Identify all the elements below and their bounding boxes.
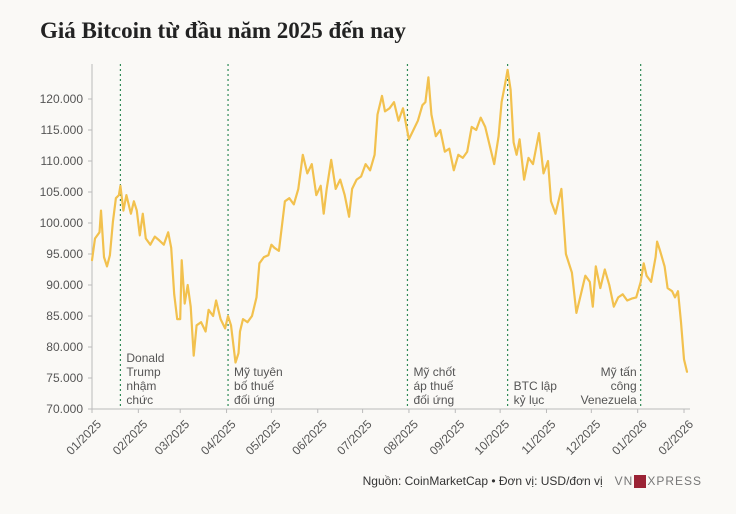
logo-left-text: VN bbox=[614, 474, 634, 488]
event-annotation: BTC lập kỷ lục bbox=[514, 379, 558, 407]
event-annotation: Mỹ tuyên bố thuế đối ứng bbox=[234, 365, 283, 407]
x-tick-label: 10/2025 bbox=[472, 417, 513, 458]
logo-right-text: XPRESS bbox=[647, 474, 702, 488]
x-tick-label: 02/2025 bbox=[110, 417, 151, 458]
x-tick-label: 07/2025 bbox=[334, 417, 375, 458]
y-tick-label: 70.000 bbox=[46, 402, 83, 416]
y-tick-label: 95.000 bbox=[46, 247, 83, 261]
x-tick-label: 01/2026 bbox=[609, 417, 650, 458]
chart-title: Giá Bitcoin từ đầu năm 2025 đến nay bbox=[40, 18, 406, 43]
y-tick-label: 80.000 bbox=[46, 340, 83, 354]
y-tick-label: 105.000 bbox=[40, 185, 84, 199]
logo-e-icon bbox=[634, 474, 647, 488]
event-annotation: Donald Trump nhậm chức bbox=[126, 351, 164, 407]
source-note: Nguồn: CoinMarketCap • Đơn vị: USD/đơn v… bbox=[362, 474, 603, 488]
y-tick-label: 120.000 bbox=[40, 92, 84, 106]
x-tick-label: 08/2025 bbox=[380, 417, 421, 458]
y-tick-label: 115.000 bbox=[41, 123, 84, 137]
event-annotation: Mỹ chốt áp thuế đối ứng bbox=[413, 365, 456, 407]
y-tick-label: 100.000 bbox=[40, 216, 84, 230]
footer: Nguồn: CoinMarketCap • Đơn vị: USD/đơn v… bbox=[363, 474, 702, 488]
x-tick-label: 09/2025 bbox=[427, 417, 468, 458]
y-tick-label: 75.000 bbox=[46, 371, 83, 385]
x-tick-label: 03/2025 bbox=[152, 417, 193, 458]
y-tick-label: 110.000 bbox=[41, 154, 84, 168]
x-tick-label: 06/2025 bbox=[289, 417, 330, 458]
y-tick-label: 90.000 bbox=[46, 278, 83, 292]
x-tick-label: 01/2025 bbox=[63, 417, 104, 458]
x-tick-label: 04/2025 bbox=[198, 417, 239, 458]
price-line bbox=[90, 68, 689, 373]
vnexpress-logo[interactable]: VN XPRESS bbox=[615, 474, 702, 488]
x-tick-label: 05/2025 bbox=[243, 417, 284, 458]
x-tick-label: 11/2025 bbox=[519, 417, 559, 457]
event-annotation: Mỹ tấn công Venezuela bbox=[581, 365, 637, 407]
y-tick-label: 85.000 bbox=[46, 309, 83, 323]
x-tick-label: 02/2026 bbox=[655, 417, 696, 458]
x-tick-label: 12/2025 bbox=[563, 417, 604, 458]
